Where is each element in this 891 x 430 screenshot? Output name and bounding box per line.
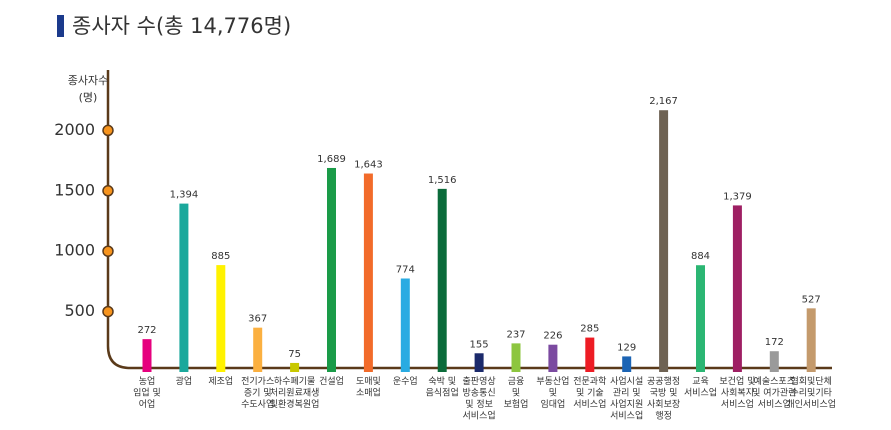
x-tick-label: 교육 서비스업 [684, 376, 717, 399]
value-label: 1,379 [723, 191, 752, 202]
x-tick-label: 부동산업 및 임대업 [536, 376, 569, 410]
x-tick-label: 전기가스 증기 및 수도사업 [241, 376, 274, 410]
x-tick-label: 운수업 [393, 376, 418, 387]
value-label: 172 [765, 337, 784, 348]
y-tick-label: 1500 [54, 180, 95, 199]
bar [327, 167, 336, 372]
x-tick-label: 광업 [176, 375, 193, 387]
bar [511, 343, 521, 372]
x-tick-label: 금융 및 보험업 [504, 376, 529, 410]
tick-marker [102, 185, 114, 197]
value-label: 155 [470, 339, 489, 350]
x-tick-label: 예술스포츠 및 여가관련 서비스업 [752, 376, 796, 410]
y-tick-label: 2000 [54, 120, 95, 139]
bar [585, 337, 595, 372]
tick-marker [102, 245, 114, 257]
x-tick-label: 출판영상 방송통신 및 정보 서비스업 [463, 376, 496, 422]
bar [474, 353, 484, 372]
value-label: 272 [137, 325, 156, 336]
bar [216, 265, 226, 372]
value-label: 1,394 [170, 190, 199, 201]
x-tick-label: 도매및 소매업 [356, 375, 381, 399]
value-label: 774 [396, 265, 415, 276]
value-label: 226 [543, 331, 562, 342]
bar [437, 188, 447, 372]
bar [622, 356, 632, 372]
value-label: 1,689 [317, 154, 346, 165]
value-label: 1,643 [354, 160, 383, 171]
y-axis-label: 종사자수 (명) [68, 74, 108, 104]
x-tick-label: 공공행정 국방 및 사회보장 행정 [647, 375, 680, 422]
value-label: 2,167 [649, 96, 678, 107]
x-tick-label: 건설업 [319, 376, 344, 387]
title-marker [57, 15, 64, 37]
value-label: 237 [506, 329, 525, 340]
value-label: 75 [288, 349, 301, 360]
bar [659, 110, 669, 372]
x-tick-label: 협회및단체 수리및기타 개인서비스업 [786, 375, 836, 410]
x-tick-label: 사업시설 관리 및 사업지원 서비스업 [610, 376, 643, 422]
bar [806, 308, 816, 372]
x-tick-label: 전문과학 및 기술 서비스업 [573, 376, 606, 410]
bar [769, 351, 779, 372]
tick-marker [102, 124, 114, 137]
bar [363, 173, 373, 372]
value-label: 527 [802, 294, 821, 305]
bar [253, 327, 263, 372]
x-tick-label: 농업 임업 및 어업 [133, 376, 161, 410]
bar [696, 265, 705, 372]
value-label: 1,516 [428, 175, 457, 186]
bar [400, 278, 410, 372]
y-tick-label: 500 [64, 301, 95, 320]
value-label: 884 [691, 251, 710, 262]
bar [732, 205, 742, 372]
value-label: 885 [211, 251, 230, 262]
x-tick-label: 보건업 및 사회복지 서비스업 [719, 375, 755, 410]
x-tick-label: 제조업 [208, 376, 233, 387]
chart-title: 종사자 수(총 14,776명) [72, 14, 291, 38]
x-tick-label: 숙박 및 음식점업 [426, 375, 459, 399]
y-tick-label: 1000 [54, 241, 95, 260]
bar [290, 362, 300, 372]
value-label: 285 [580, 324, 599, 335]
bar [179, 203, 189, 372]
x-tick-label: 하수폐기물 처리원료재생 및환경복원업 [270, 375, 320, 410]
value-label: 367 [248, 314, 267, 325]
bar [548, 344, 558, 372]
bar [142, 339, 152, 372]
tick-marker [102, 305, 114, 318]
value-label: 129 [617, 342, 636, 353]
axis [106, 70, 832, 370]
